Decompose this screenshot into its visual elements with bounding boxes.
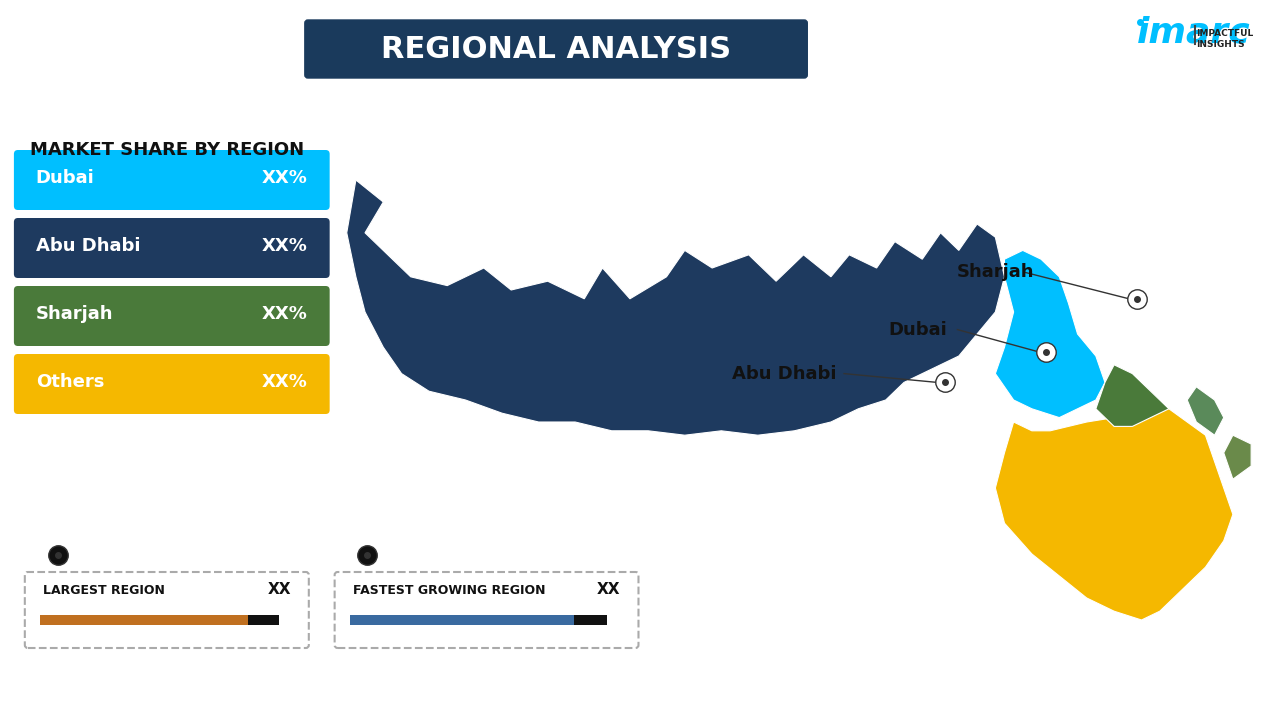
Text: FASTEST GROWING REGION: FASTEST GROWING REGION — [352, 583, 545, 596]
Text: XX%: XX% — [262, 305, 307, 323]
Bar — [248, 615, 279, 625]
Text: imarc: imarc — [1137, 15, 1251, 49]
Bar — [349, 615, 575, 625]
Text: Sharjah: Sharjah — [36, 305, 113, 323]
Text: MARKET SHARE BY REGION: MARKET SHARE BY REGION — [29, 141, 303, 159]
Bar — [575, 615, 607, 625]
FancyBboxPatch shape — [305, 20, 808, 78]
Text: REGIONAL ANALYSIS: REGIONAL ANALYSIS — [381, 35, 731, 63]
Text: XX: XX — [596, 582, 621, 598]
Text: IMPACTFUL
INSIGHTS: IMPACTFUL INSIGHTS — [1197, 29, 1254, 50]
FancyBboxPatch shape — [14, 218, 330, 278]
Polygon shape — [996, 400, 1233, 620]
Text: Sharjah: Sharjah — [956, 264, 1034, 282]
Polygon shape — [347, 180, 1005, 435]
Polygon shape — [996, 251, 1105, 418]
Polygon shape — [1096, 365, 1169, 426]
Text: XX%: XX% — [262, 237, 307, 255]
FancyBboxPatch shape — [14, 354, 330, 414]
FancyBboxPatch shape — [14, 286, 330, 346]
Text: Others: Others — [36, 373, 104, 391]
Text: XX%: XX% — [262, 373, 307, 391]
FancyBboxPatch shape — [14, 150, 330, 210]
Text: Abu Dhabi: Abu Dhabi — [732, 364, 837, 382]
Text: Abu Dhabi: Abu Dhabi — [36, 237, 141, 255]
FancyBboxPatch shape — [24, 572, 308, 648]
Text: Dubai: Dubai — [888, 320, 947, 338]
Polygon shape — [1187, 387, 1224, 435]
Text: Dubai: Dubai — [36, 169, 95, 187]
Text: XX: XX — [268, 582, 291, 598]
Text: LARGEST REGION: LARGEST REGION — [42, 583, 165, 596]
Text: XX%: XX% — [262, 169, 307, 187]
FancyBboxPatch shape — [334, 572, 639, 648]
Polygon shape — [1224, 435, 1251, 480]
Bar — [40, 615, 248, 625]
